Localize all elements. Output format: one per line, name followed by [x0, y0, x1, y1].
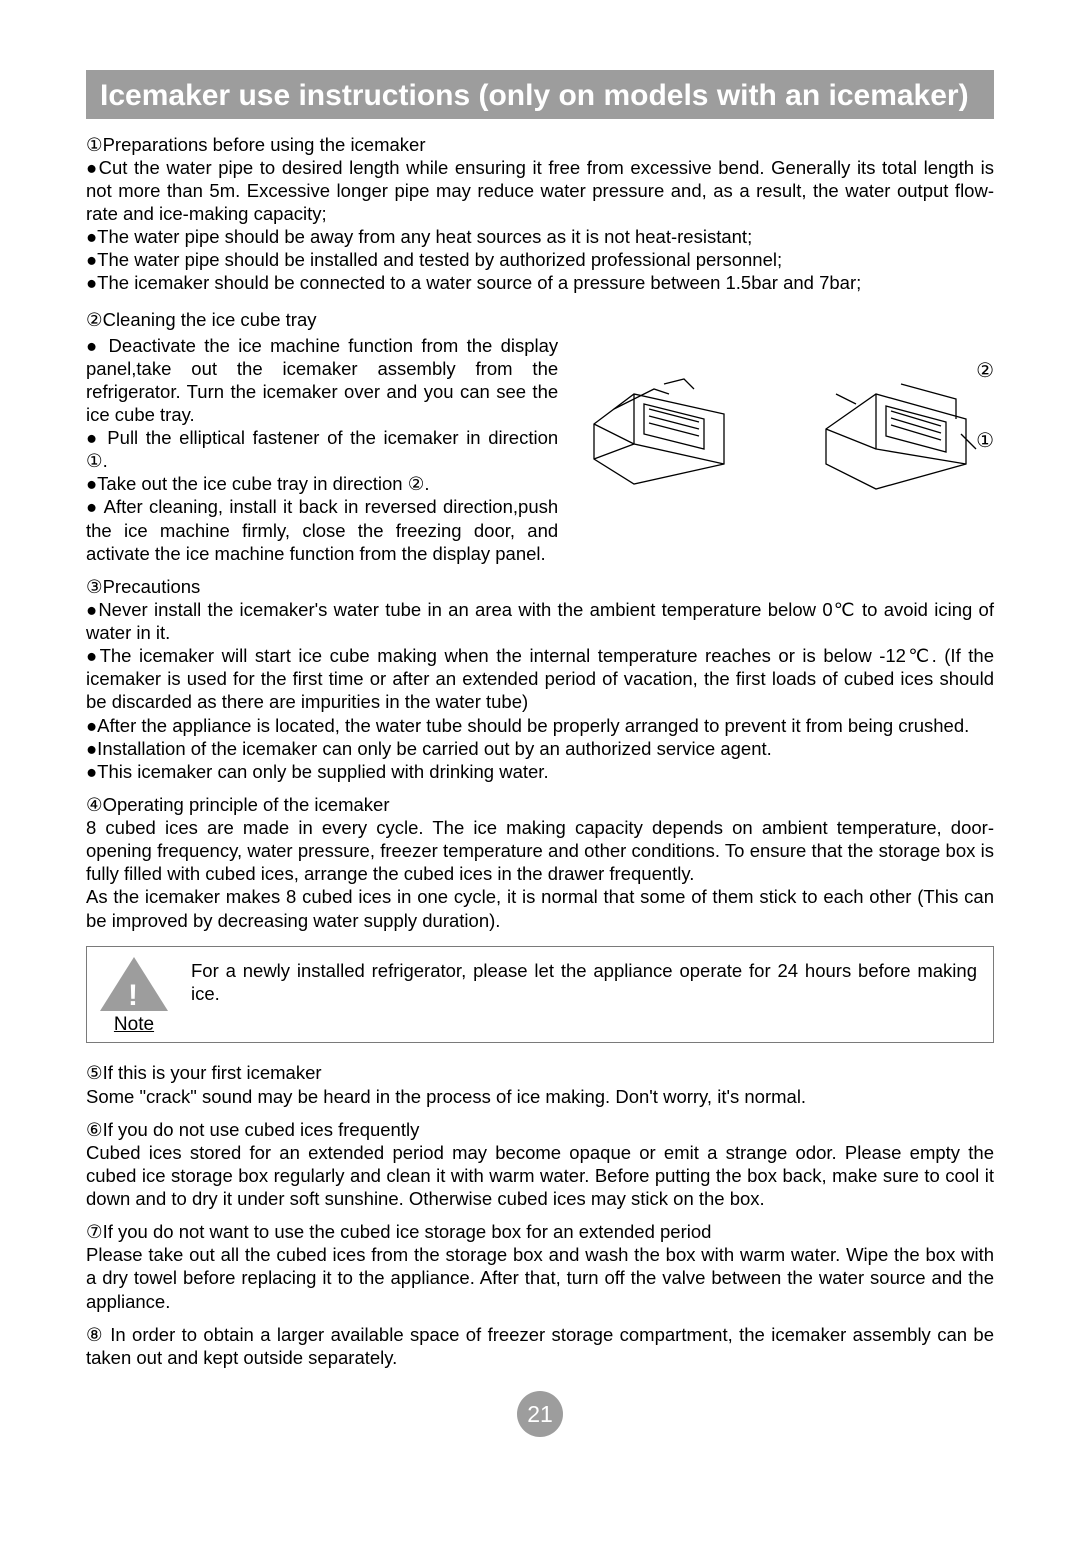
- section3-b5: ●This icemaker can only be supplied with…: [86, 760, 994, 783]
- section-not-frequent: ⑥If you do not use cubed ices frequently…: [86, 1118, 994, 1211]
- icemaker-diagram: ② ①: [574, 334, 994, 534]
- section2-head: ②Cleaning the ice cube tray: [86, 308, 994, 331]
- section4-head: ④Operating principle of the icemaker: [86, 793, 994, 816]
- title-bar: Icemaker use instructions (only on model…: [86, 70, 994, 119]
- section2-body: ● Deactivate the ice machine function fr…: [86, 334, 994, 565]
- diagram-label-1: ①: [976, 429, 994, 454]
- icemaker-line-art-left: [574, 364, 754, 494]
- section-extended-period: ⑦If you do not want to use the cubed ice…: [86, 1220, 994, 1313]
- page-number: 21: [527, 1400, 553, 1429]
- section3-b1: ●Never install the icemaker's water tube…: [86, 598, 994, 644]
- section1-head: ①Preparations before using the icemaker: [86, 133, 994, 156]
- page-title: Icemaker use instructions (only on model…: [100, 79, 969, 112]
- section5-head: ⑤If this is your first icemaker: [86, 1061, 994, 1084]
- section1-b4: ●The icemaker should be connected to a w…: [86, 271, 994, 294]
- section3-head: ③Precautions: [86, 575, 994, 598]
- section2-b2: ● Pull the elliptical fastener of the ic…: [86, 426, 558, 472]
- section-first-icemaker: ⑤If this is your first icemaker Some "cr…: [86, 1061, 994, 1107]
- section2-b4: ● After cleaning, install it back in rev…: [86, 495, 558, 564]
- section8-p1: ⑧ In order to obtain a larger available …: [86, 1323, 994, 1369]
- section1-b3: ●The water pipe should be installed and …: [86, 248, 994, 271]
- section5-p1: Some "crack" sound may be heard in the p…: [86, 1085, 994, 1108]
- icemaker-line-art-right: [806, 364, 986, 494]
- section-operating-principle: ④Operating principle of the icemaker 8 c…: [86, 793, 994, 932]
- page-number-badge: 21: [517, 1391, 563, 1437]
- section3-b4: ●Installation of the icemaker can only b…: [86, 737, 994, 760]
- section7-head: ⑦If you do not want to use the cubed ice…: [86, 1220, 994, 1243]
- section-larger-space: ⑧ In order to obtain a larger available …: [86, 1323, 994, 1369]
- section7-p1: Please take out all the cubed ices from …: [86, 1243, 994, 1312]
- section2-b3: ●Take out the ice cube tray in direction…: [86, 472, 558, 495]
- section-precautions: ③Precautions ●Never install the icemaker…: [86, 575, 994, 783]
- section2-b1: ● Deactivate the ice machine function fr…: [86, 334, 558, 427]
- section-preparations: ①Preparations before using the icemaker …: [86, 133, 994, 295]
- section6-head: ⑥If you do not use cubed ices frequently: [86, 1118, 994, 1141]
- note-box: Note For a newly installed refrigerator,…: [86, 946, 994, 1044]
- section6-p1: Cubed ices stored for an extended period…: [86, 1141, 994, 1210]
- note-label: Note: [114, 1013, 154, 1037]
- warning-triangle-icon: [100, 957, 168, 1011]
- section1-b1: ●Cut the water pipe to desired length wh…: [86, 156, 994, 225]
- section4-p1: 8 cubed ices are made in every cycle. Th…: [86, 816, 994, 885]
- note-text: For a newly installed refrigerator, plea…: [191, 957, 977, 1005]
- section4-p2: As the icemaker makes 8 cubed ices in on…: [86, 885, 994, 931]
- diagram-label-2: ②: [976, 359, 994, 384]
- section3-b2: ●The icemaker will start ice cube making…: [86, 644, 994, 713]
- section3-b3: ●After the appliance is located, the wat…: [86, 714, 994, 737]
- section1-b2: ●The water pipe should be away from any …: [86, 225, 994, 248]
